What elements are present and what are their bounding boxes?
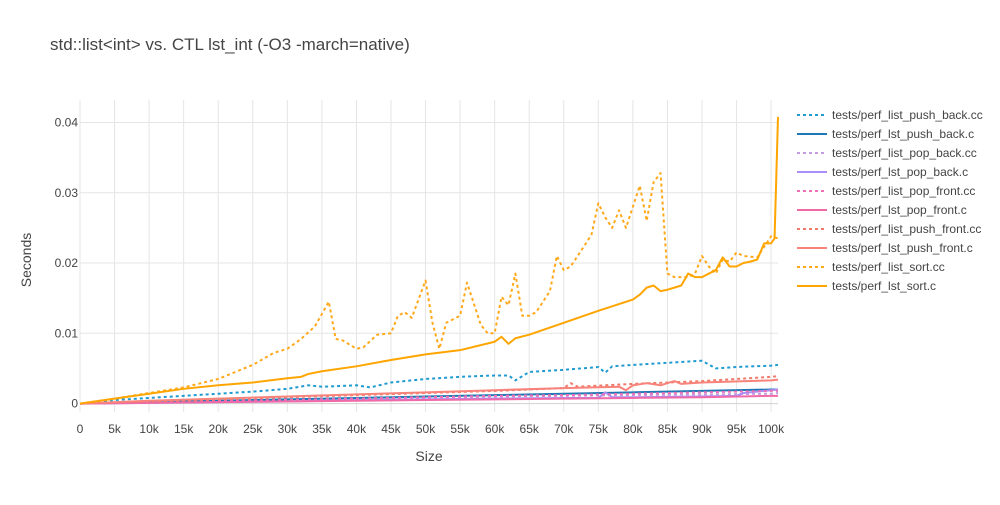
x-tick-label: 40k [347,422,367,436]
x-tick-label: 95k [727,422,747,436]
series-line [79,394,778,405]
series-line [79,116,779,405]
legend-item-label: tests/perf_lst_sort.c [832,279,936,293]
x-tick-label: 30k [278,422,298,436]
legend-item-label: tests/perf_lst_push_back.c [832,127,974,141]
y-axis-title: Seconds [18,233,34,287]
y-tick-label: 0.03 [55,186,79,200]
x-tick-label: 55k [450,422,470,436]
x-tick-label: 45k [381,422,401,436]
series-line [79,378,779,405]
legend: tests/perf_list_push_back.cc tests/perf_l… [797,108,983,293]
x-tick-label: 15k [174,422,194,436]
series-line [79,375,779,405]
grid-layer [79,100,778,412]
x-axis-title: Size [415,448,442,464]
x-tick-label: 5k [108,422,122,436]
x-tick-label: 80k [623,422,643,436]
legend-item-label: tests/perf_list_push_back.cc [832,108,983,122]
x-tick-label: 75k [589,422,609,436]
x-tick-label: 70k [554,422,574,436]
y-tick-label: 0.04 [55,115,79,129]
legend-item-label: tests/perf_list_sort.cc [832,260,945,274]
x-tick-label: 25k [243,422,263,436]
chart-title: std::list<int> vs. CTL lst_int (-O3 -mar… [50,35,410,54]
x-tick-label: 20k [209,422,229,436]
y-tick-label: 0.02 [55,256,79,270]
legend-item-label: tests/perf_list_pop_front.cc [832,184,975,198]
x-tick-label: 90k [692,422,712,436]
x-tick-label: 65k [520,422,540,436]
series-line [79,389,778,405]
tick-labels: 0 5k 10k 15k 20k 25k 30k 35k 40k 45k 50k 55k 60k 65k 7… [55,115,785,436]
x-tick-label: 0 [77,422,84,436]
legend-item-label: tests/perf_list_push_front.cc [832,222,981,236]
legend-item-label: tests/perf_lst_push_front.c [832,241,973,255]
x-tick-label: 35k [312,422,332,436]
legend-item-label: tests/perf_lst_pop_back.c [832,165,968,179]
x-tick-label: 50k [416,422,436,436]
y-tick-label: 0.01 [55,326,79,340]
legend-item-label: tests/perf_list_pop_back.cc [832,146,977,160]
x-tick-label: 10k [139,422,159,436]
series-line [79,359,779,405]
y-tick-label: 0 [71,397,78,411]
x-tick-label: 85k [658,422,678,436]
legend-item-label: tests/perf_lst_pop_front.c [832,203,967,217]
x-tick-label: 60k [485,422,505,436]
x-tick-label: 100k [758,422,785,436]
series-layer [79,116,779,405]
